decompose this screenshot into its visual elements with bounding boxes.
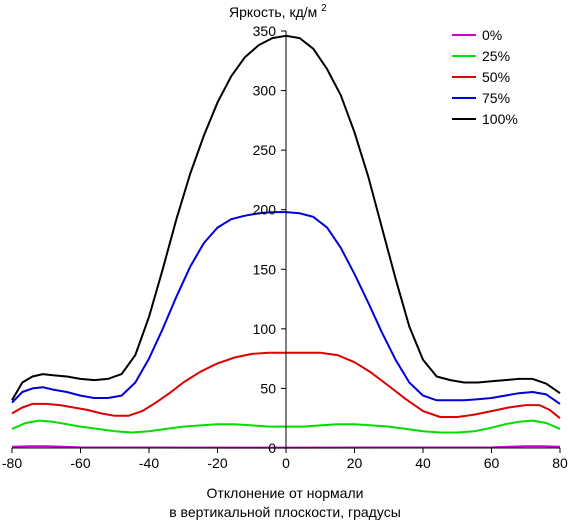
chart-title: Яркость, кд/м 2 <box>229 3 327 20</box>
legend-label-0: 0% <box>482 27 502 43</box>
x-tick-label-1: -60 <box>70 455 90 471</box>
legend-label-3: 75% <box>482 90 510 106</box>
x-tick-label-2: -40 <box>139 455 159 471</box>
y-tick-label-0: 0 <box>268 440 276 456</box>
y-tick-label-3: 150 <box>253 261 277 277</box>
x-tick-label-3: -20 <box>207 455 227 471</box>
x-tick-label-7: 60 <box>484 455 500 471</box>
legend-label-2: 50% <box>482 69 510 85</box>
axes: -80 -60 -40 -20 0 20 40 60 80 0 50 100 150 200 250 300 3… <box>2 23 568 471</box>
series-line-2 <box>11 351 561 419</box>
legend: 0% 25% 50% 75% 100% <box>452 27 518 127</box>
x-tick-label-8: 80 <box>552 455 568 471</box>
y-tick-label-7: 350 <box>253 23 277 39</box>
series-line-4 <box>11 34 561 401</box>
y-tick-label-6: 300 <box>253 83 277 99</box>
legend-label-4: 100% <box>482 111 518 127</box>
y-tick-label-1: 50 <box>260 380 276 396</box>
chart-title-superscript: 2 <box>321 3 327 14</box>
legend-label-1: 25% <box>482 48 510 64</box>
y-tick-label-5: 250 <box>253 142 277 158</box>
x-tick-label-0: -80 <box>2 455 22 471</box>
series-line-3 <box>11 211 561 405</box>
x-tick-label-6: 40 <box>415 455 431 471</box>
x-axis-title-line1: Отклонение от нормали <box>207 485 364 501</box>
chart-title-text: Яркость, кд/м <box>229 4 317 20</box>
x-axis-title-line2: в вертикальной плоскости, градусы <box>169 504 401 520</box>
y-tick-label-2: 100 <box>253 321 277 337</box>
plot-area <box>11 34 561 449</box>
x-tick-label-4: 0 <box>282 455 290 471</box>
x-tick-label-5: 20 <box>347 455 363 471</box>
y-tick-label-4: 200 <box>253 202 277 218</box>
